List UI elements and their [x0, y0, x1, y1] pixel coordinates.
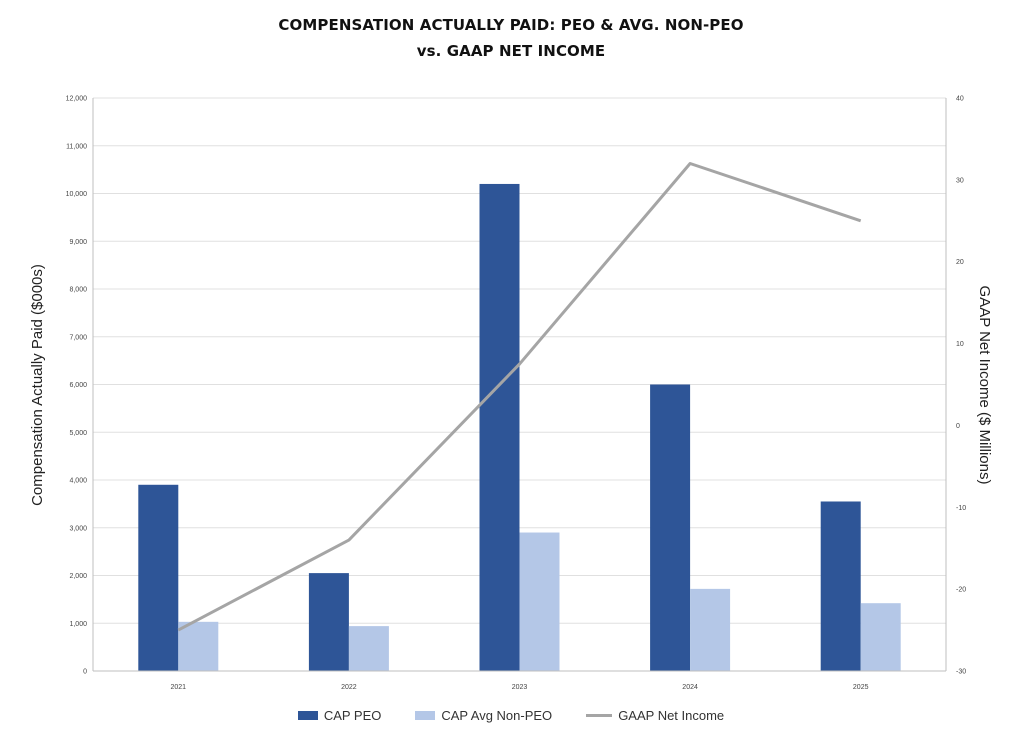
y-tick-label: 2,000	[69, 573, 87, 580]
net-income-line	[177, 161, 862, 632]
y-tick-label: 11,000	[66, 143, 87, 150]
y-tick-label: 7,000	[69, 334, 87, 341]
y2-tick-label: -10	[956, 505, 966, 512]
bar-cap-avg-non-peo	[519, 532, 560, 671]
bar-cap-peo	[820, 501, 861, 671]
axes	[92, 98, 947, 672]
y2-tick-label: 30	[956, 177, 964, 184]
x-tick-label: 2025	[853, 684, 869, 691]
y-tick-label: 3,000	[69, 525, 87, 532]
bar-cap-peo	[479, 183, 520, 671]
bar-cap-avg-non-peo	[348, 626, 389, 671]
legend-item-cap-avg-non-peo: CAP Avg Non-PEO	[415, 708, 552, 723]
bar-cap-peo	[138, 484, 179, 671]
bars	[138, 183, 901, 671]
x-tick-label: 2023	[512, 684, 528, 691]
bar-cap-avg-non-peo	[690, 588, 731, 671]
y-tick-label: 5,000	[69, 430, 87, 437]
y-tick-label: 0	[83, 669, 87, 676]
legend-swatch-cap-peo	[297, 711, 318, 720]
chart-title-line-1: COMPENSATION ACTUALLY PAID: PEO & AVG. N…	[278, 16, 744, 34]
bar-cap-avg-non-peo	[178, 621, 219, 671]
bar-cap-peo	[650, 384, 691, 671]
y2-tick-label: 20	[956, 259, 964, 266]
y-tick-label: 6,000	[69, 382, 87, 389]
legend-item-net-income: GAAP Net Income	[586, 708, 724, 723]
x-tick-label: 2022	[341, 684, 357, 691]
y-axis-title: Compensation Actually Paid ($000s)	[29, 264, 46, 506]
legend: CAP PEO CAP Avg Non-PEO GAAP Net Income	[0, 708, 1022, 723]
bar-cap-peo	[308, 573, 349, 671]
legend-swatch-net-income	[586, 714, 613, 717]
legend-item-cap-peo: CAP PEO	[297, 708, 382, 723]
y-tick-label: 1,000	[69, 621, 87, 628]
legend-swatch-cap-avg-non-peo	[415, 711, 436, 720]
bar-cap-avg-non-peo	[860, 603, 901, 671]
x-tick-label: 2021	[171, 684, 187, 691]
legend-label-net-income: GAAP Net Income	[618, 708, 725, 723]
y2-tick-label: 10	[956, 341, 964, 348]
y-tick-label: 9,000	[69, 239, 87, 246]
y-tick-label: 12,000	[66, 96, 88, 103]
y2-tick-label: 40	[956, 96, 964, 103]
legend-label-cap-avg-non-peo: CAP Avg Non-PEO	[441, 708, 553, 723]
y2-axis-title: GAAP Net Income ($ Millions)	[976, 286, 993, 485]
y-tick-label: 10,000	[66, 191, 88, 198]
y-tick-label: 4,000	[69, 478, 87, 485]
y-tick-label: 8,000	[69, 287, 87, 294]
tick-labels: 0 1,000 2,000 3,000 4,000 5,000 6,000 7,000 8,00…	[66, 96, 967, 692]
y2-tick-label: -30	[956, 669, 966, 676]
y2-tick-label: -20	[956, 587, 966, 594]
legend-label-cap-peo: CAP PEO	[323, 708, 382, 723]
y2-tick-label: 0	[956, 423, 960, 430]
x-tick-label: 2024	[682, 684, 698, 691]
chart-title-line-2: vs. GAAP NET INCOME	[416, 42, 606, 60]
